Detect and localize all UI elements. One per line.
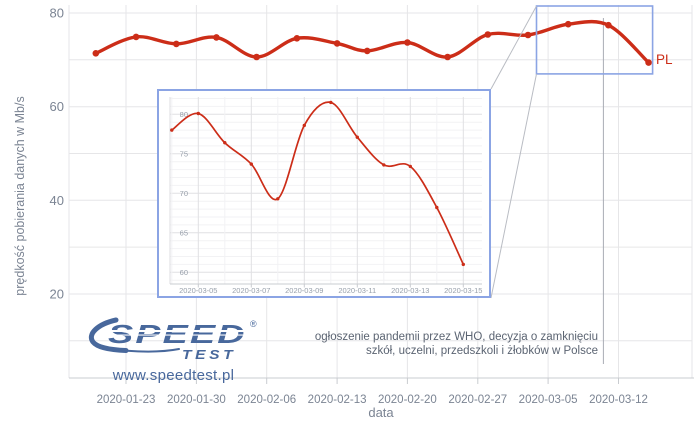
data-point-marker (605, 21, 612, 29)
zoom-region-box (535, 5, 654, 75)
annotation-text: ogłoszenie pandemii przez WHO, decyzja o… (278, 330, 598, 358)
inset-zoom-chart: 2020-03-05 2020-03-07 2020-03-09 2020-03-11… (157, 89, 491, 298)
inset-x-tick-label: 2020-03-15 (444, 286, 482, 295)
data-point-marker (92, 50, 100, 57)
data-point-marker (132, 33, 140, 41)
y-tick-label: 40 (50, 193, 64, 208)
logo-speedline-slit (106, 330, 248, 332)
x-axis-title: data (368, 405, 394, 420)
inset-data-point-marker (249, 162, 253, 166)
data-point-marker (564, 20, 572, 28)
y-tick-label: 80 (50, 6, 64, 21)
data-point-marker (333, 40, 341, 47)
inset-x-tick-label: 2020-03-09 (285, 286, 323, 295)
inset-gridlines (169, 97, 482, 284)
inset-data-point-marker (408, 164, 412, 169)
speedtest-logo-mark: SPEED ® TEST (89, 317, 257, 363)
inset-x-axis: 2020-03-05 2020-03-07 2020-03-09 2020-03-11… (170, 283, 482, 295)
inset-data-point-marker (302, 123, 306, 128)
zoom-connector-line-bottom (490, 73, 537, 299)
inset-y-tick-label: 70 (180, 189, 188, 198)
inset-series-path (170, 101, 465, 266)
inset-x-tick-label: 2020-03-05 (179, 286, 217, 295)
inset-chart-generated: 2020-03-05 2020-03-07 2020-03-09 2020-03-11… (169, 97, 482, 295)
inset-y-tick-label: 65 (180, 228, 188, 237)
main-x-axis: 2020-01-23 2020-01-30 2020-02-06 2020-02-13… (69, 377, 694, 406)
inset-data-point-marker (223, 141, 227, 145)
inset-y-tick-label: 75 (180, 149, 188, 158)
logo-word-speed: SPEED (108, 320, 247, 349)
x-tick-label: 2020-03-05 (519, 394, 578, 406)
inset-x-tick-label: 2020-03-11 (338, 286, 376, 295)
data-point-marker (173, 40, 180, 48)
data-point-marker (524, 31, 532, 39)
inset-data-point-marker (196, 111, 200, 116)
x-tick-label: 2020-03-12 (589, 394, 648, 406)
data-point-marker (293, 35, 301, 42)
annotation-line-1: ogłoszenie pandemii przez WHO, decyzja o… (314, 331, 598, 343)
logo-word-test: TEST (182, 348, 236, 362)
y-tick-label: 20 (50, 287, 64, 302)
x-tick-label: 2020-02-13 (308, 394, 367, 406)
inset-x-tick-label: 2020-03-07 (232, 286, 270, 295)
data-point-marker (363, 47, 371, 55)
x-tick-label: 2020-02-20 (378, 394, 437, 406)
zoom-connector-line-top (490, 5, 537, 90)
y-axis-title: prędkość pobierania danych w Mb/s (13, 96, 27, 295)
inset-data-point-marker (170, 128, 174, 132)
data-point-marker (253, 53, 260, 61)
inset-data-point-marker (382, 163, 386, 167)
data-point-marker (213, 34, 220, 41)
data-point-marker (645, 59, 652, 66)
data-point-marker (484, 31, 492, 38)
main-series-markers (92, 20, 652, 66)
x-tick-label: 2020-01-23 (97, 394, 156, 406)
inset-data-point-marker (435, 205, 439, 210)
inset-data-point-marker (355, 135, 359, 139)
data-point-marker (444, 53, 451, 61)
inset-y-tick-label: 80 (180, 110, 188, 119)
data-point-marker (404, 39, 411, 46)
logo-speedline-slit-2 (106, 334, 248, 336)
x-tick-label: 2020-02-27 (448, 394, 507, 406)
inset-data-point-marker (329, 100, 333, 105)
inset-y-tick-label: 60 (180, 268, 188, 277)
x-tick-label: 2020-01-30 (167, 394, 226, 406)
speedtest-logo: SPEED ® TEST www.speedtest.pl (86, 316, 261, 384)
logo-swoosh-tail-icon (123, 348, 180, 353)
series-end-label-pl: PL (656, 52, 673, 67)
logo-swoosh-icon (89, 317, 129, 353)
annotation-line-2: szkół, uczelni, przedszkoli i żłobków w … (365, 345, 598, 357)
y-tick-label: 60 (50, 99, 64, 114)
speedtest-url[interactable]: www.speedtest.pl (112, 367, 235, 384)
main-y-axis: 20 40 60 80 (50, 6, 64, 302)
registered-trademark-icon: ® (250, 319, 257, 329)
inset-series-markers (170, 100, 465, 267)
inset-x-tick-label: 2020-03-13 (391, 286, 429, 295)
inset-data-point-marker (461, 262, 465, 267)
inset-data-point-marker (276, 197, 280, 201)
x-tick-label: 2020-02-06 (237, 394, 296, 406)
